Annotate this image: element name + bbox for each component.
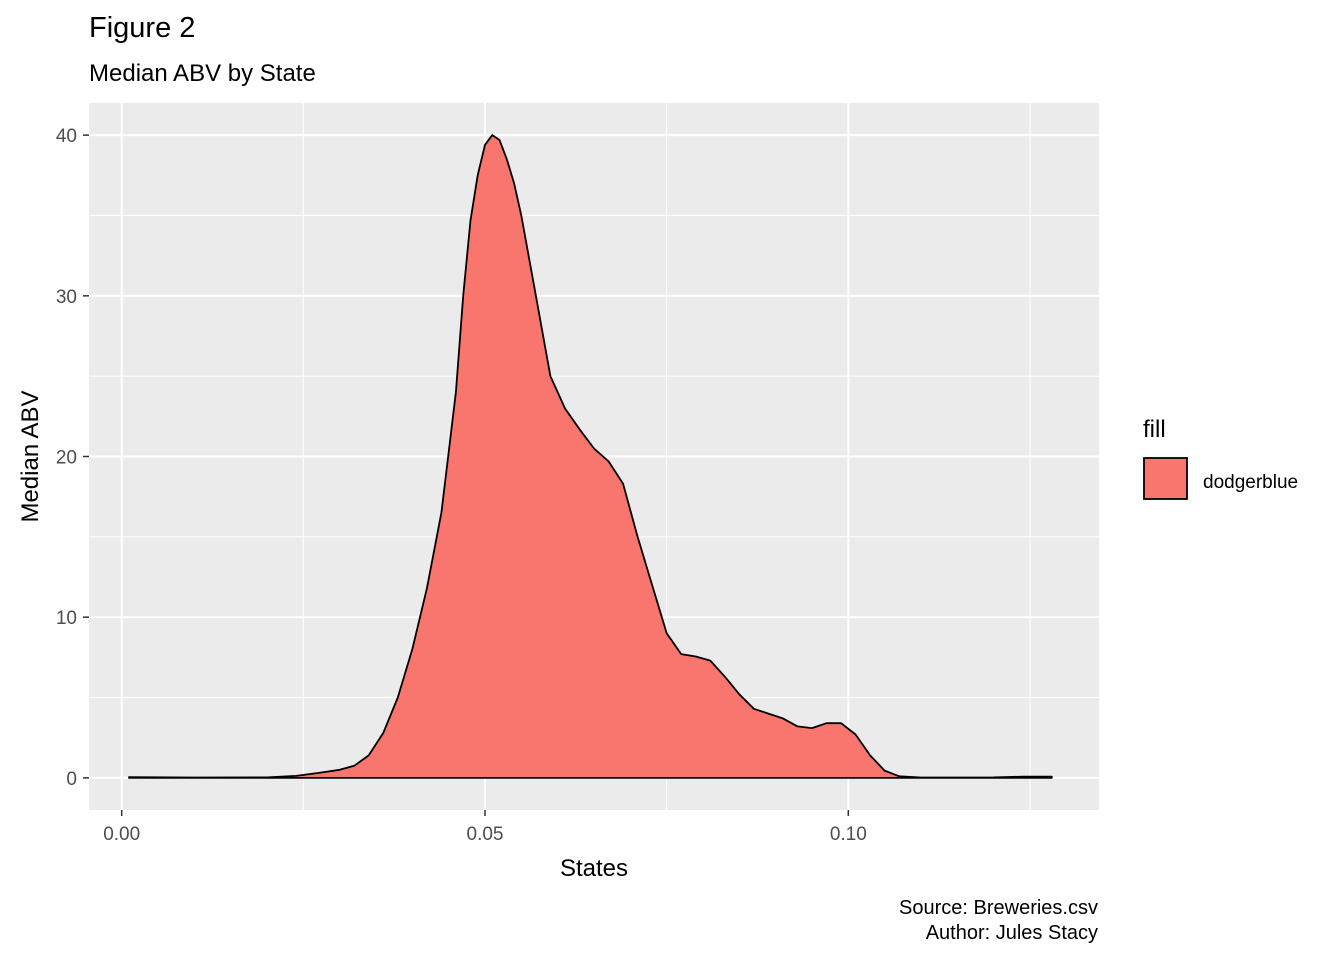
chart-subtitle: Median ABV by State — [89, 60, 316, 87]
x-tick-label: 0.00 — [103, 824, 140, 845]
y-tick-label: 0 — [66, 769, 77, 790]
caption-author: Author: Jules Stacy — [925, 922, 1098, 944]
legend: fill dodgerblue — [1143, 416, 1298, 500]
y-tick-label: 40 — [56, 126, 77, 147]
x-axis: 0.00 0.05 0.10 — [103, 810, 867, 845]
y-tick-label: 20 — [56, 448, 77, 469]
x-tick-label: 0.10 — [830, 824, 867, 845]
x-axis-title: States — [560, 855, 628, 882]
y-tick-label: 30 — [56, 287, 77, 308]
x-tick-label: 0.05 — [467, 824, 504, 845]
density-area — [128, 134, 1053, 779]
legend-title: fill — [1143, 416, 1166, 443]
y-axis: 0 10 20 30 40 — [56, 126, 89, 790]
chart-title: Figure 2 — [89, 12, 196, 44]
y-axis-title: Median ABV — [17, 390, 44, 522]
y-tick-label: 10 — [56, 608, 77, 629]
caption-source: Source: Breweries.csv — [899, 897, 1098, 919]
legend-key-swatch — [1143, 457, 1188, 500]
legend-entry-label: dodgerblue — [1203, 472, 1298, 493]
